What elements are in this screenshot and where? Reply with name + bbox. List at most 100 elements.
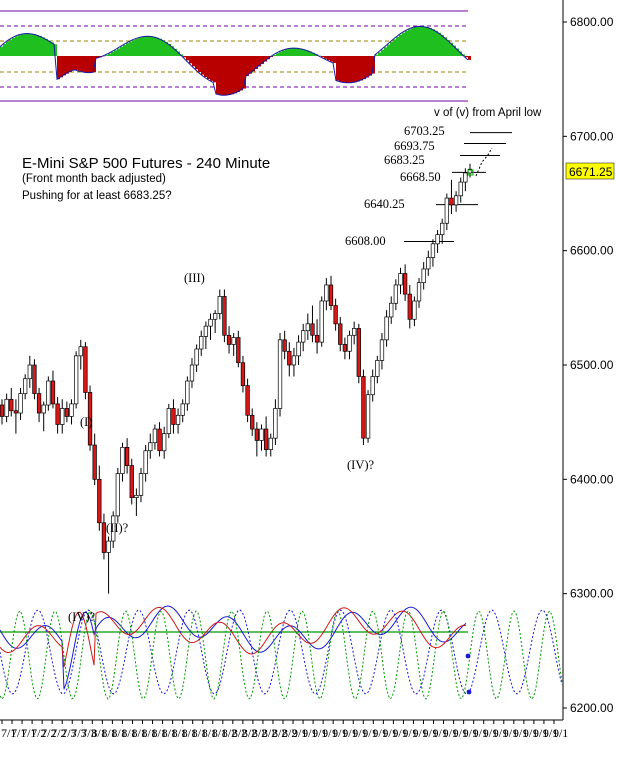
date-tick-label-41: 9/1 (412, 726, 427, 740)
histogram-bar-116 (348, 56, 351, 83)
candle-body-73 (338, 323, 343, 345)
histogram-bar-4 (12, 37, 15, 56)
histogram-bar-151 (453, 45, 456, 56)
histogram-bar-50 (150, 36, 153, 56)
momentum-histogram (0, 26, 471, 96)
date-tick-label-28: 8/2 (282, 726, 297, 740)
histogram-bar-36 (108, 53, 111, 56)
candle-body-72 (333, 305, 338, 325)
date-tick-label-25: 8/2 (252, 726, 267, 740)
histogram-bar-48 (144, 36, 147, 56)
candle-body-9 (41, 404, 46, 414)
histogram-bar-73 (219, 56, 222, 95)
wave-label-iv: (IV)? (347, 458, 375, 472)
histogram-bar-68 (204, 56, 207, 77)
histogram-bar-49 (147, 36, 150, 56)
date-tick-label-31: 9/1 (312, 726, 327, 740)
candle-body-7 (32, 364, 37, 394)
candle-body-75 (347, 334, 352, 352)
date-tick-label-34: 9/1 (342, 726, 357, 740)
histogram-bar-70 (210, 56, 213, 81)
candlestick-series (0, 163, 473, 594)
candle-body-40 (185, 380, 190, 405)
histogram-bar-14 (42, 37, 45, 56)
histogram-bar-2 (6, 41, 9, 56)
price-tick-label-2: 6400.00 (570, 472, 614, 486)
histogram-bar-72 (216, 56, 219, 94)
histogram-bar-101 (303, 49, 306, 56)
candle-body-47 (217, 296, 222, 314)
histogram-bar-1 (3, 44, 6, 56)
candle-body-10 (46, 380, 51, 406)
candle-body-5 (23, 378, 28, 394)
candle-body-21 (97, 478, 102, 524)
histogram-bar-44 (132, 40, 135, 56)
histogram-bar-108 (324, 56, 327, 59)
histogram-bar-131 (393, 39, 396, 56)
histogram-bar-58 (174, 48, 177, 56)
candle-body-52 (240, 362, 246, 386)
candle-body-16 (73, 355, 79, 405)
candle-body-46 (212, 313, 218, 320)
histogram-bar-104 (312, 52, 315, 56)
histogram-bar-141 (423, 26, 426, 56)
price-axis: 6200.00 6300.00 6400.00 6500.00 6600.00 6700.… (563, 15, 614, 715)
date-tick-label-9: 8/1 (91, 726, 106, 740)
candle-body-99 (458, 181, 463, 197)
oscillator-projection-dot-2 (466, 689, 472, 695)
date-tick-label-4: 7/2 (41, 726, 56, 740)
date-tick-label-15: 8/1 (152, 726, 167, 740)
histogram-bar-76 (228, 56, 231, 95)
candle-body-36 (166, 408, 171, 434)
candle-body-6 (27, 364, 32, 380)
histogram-bar-66 (198, 56, 201, 73)
date-tick-label-17: 8/1 (172, 726, 187, 740)
candle-body-27 (124, 446, 130, 466)
histogram-bar-111 (333, 56, 336, 63)
histogram-bar-107 (321, 56, 324, 58)
wave-label-iii: (III) (184, 271, 205, 285)
histogram-bar-12 (36, 34, 39, 56)
candle-body-82 (379, 339, 385, 361)
candle-body-97 (449, 197, 454, 206)
level-labels: 6703.25 6693.75 6683.25 6668.50 6640.25 … (345, 124, 445, 248)
price-tick-label-3: 6500.00 (570, 358, 614, 372)
date-tick-label-36: 9/1 (362, 726, 377, 740)
histogram-bar-20 (60, 56, 63, 78)
date-tick-label-39: 9/1 (392, 726, 407, 740)
candle-body-60 (277, 339, 283, 409)
histogram-bar-113 (339, 56, 342, 82)
momentum-outline (0, 25, 469, 96)
candle-body-100 (463, 172, 468, 183)
wave-label-ii: (II)? (106, 521, 129, 535)
date-tick-label-6: 7/3 (61, 726, 76, 740)
histogram-bar-126 (378, 52, 381, 56)
date-tick-label-21: 8/1 (212, 726, 227, 740)
histogram-bar-100 (300, 48, 303, 56)
candle-body-2 (9, 398, 14, 412)
date-tick-label-0: 7/1 (1, 726, 16, 740)
histogram-bar-127 (381, 49, 384, 56)
histogram-bar-30 (90, 56, 93, 73)
candle-body-68 (314, 334, 320, 343)
candle-body-64 (296, 341, 301, 357)
candle-body-50 (231, 337, 236, 345)
candle-body-37 (171, 408, 176, 425)
date-tick-label-38: 9/1 (382, 726, 397, 740)
histogram-bar-75 (225, 56, 228, 96)
candle-body-63 (291, 355, 297, 366)
date-tick-label-43: 9/1 (433, 726, 448, 740)
date-tick-label-49: 9/1 (493, 726, 508, 740)
histogram-bar-118 (354, 56, 357, 83)
candle-body-29 (134, 494, 139, 498)
candle-body-90 (416, 282, 422, 302)
histogram-bar-77 (231, 56, 234, 95)
histogram-bar-13 (39, 36, 42, 56)
oscillator-projection-dot-1 (465, 653, 471, 659)
date-tick-label-23: 8/2 (232, 726, 247, 740)
date-tick-label-16: 8/1 (162, 726, 177, 740)
date-tick-label-50: 9/1 (503, 726, 518, 740)
candle-body-85 (393, 284, 399, 304)
date-tick-label-27: 8/2 (272, 726, 287, 740)
